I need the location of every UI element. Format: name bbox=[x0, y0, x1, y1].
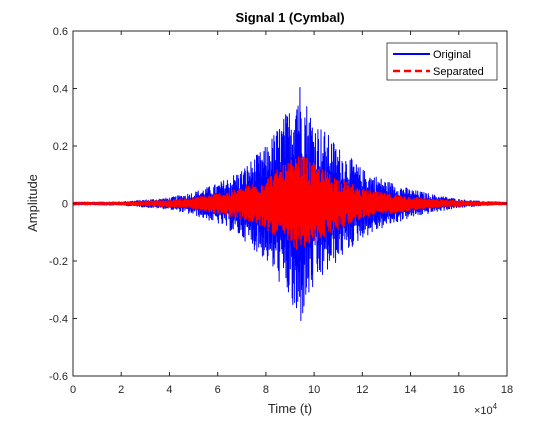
y-tick-label: -0.4 bbox=[49, 314, 68, 326]
x-tick-label: 14 bbox=[404, 384, 416, 396]
x-tick-label: 10 bbox=[308, 384, 320, 396]
x-axis-exponent-power: 4 bbox=[493, 402, 498, 411]
x-tick-label: 18 bbox=[501, 384, 513, 396]
chart-title: Signal 1 (Cymbal) bbox=[235, 10, 344, 25]
y-tick-label: -0.6 bbox=[49, 371, 68, 383]
x-tick-label: 6 bbox=[215, 384, 221, 396]
y-tick-label: 0 bbox=[62, 199, 68, 211]
legend: Original Separated bbox=[386, 42, 498, 81]
legend-label-original: Original bbox=[433, 49, 471, 61]
x-axis: 0 2 4 6 8 10 12 14 16 18 bbox=[70, 31, 513, 396]
y-axis-label: Amplitude bbox=[25, 174, 40, 232]
x-axis-exponent-base: ×10 bbox=[474, 405, 493, 417]
x-axis-exponent: ×104 bbox=[474, 402, 498, 417]
x-tick-label: 12 bbox=[356, 384, 368, 396]
legend-label-separated: Separated bbox=[433, 66, 484, 78]
x-axis-label: Time (t) bbox=[268, 401, 312, 416]
legend-box bbox=[386, 42, 498, 81]
y-tick-label: -0.2 bbox=[49, 256, 68, 268]
y-axis: -0.6 -0.4 -0.2 0 0.2 0.4 0.6 bbox=[49, 26, 507, 383]
series-line-separated bbox=[72, 156, 508, 250]
x-tick-label: 2 bbox=[118, 384, 124, 396]
x-tick-label: 8 bbox=[263, 384, 269, 396]
x-tick-label: 4 bbox=[166, 384, 172, 396]
x-tick-label: 0 bbox=[70, 384, 76, 396]
y-tick-label: 0.6 bbox=[53, 26, 68, 38]
y-tick-label: 0.2 bbox=[53, 141, 68, 153]
series-layer bbox=[72, 86, 508, 322]
x-tick-label: 16 bbox=[453, 384, 465, 396]
y-tick-label: 0.4 bbox=[53, 84, 68, 96]
